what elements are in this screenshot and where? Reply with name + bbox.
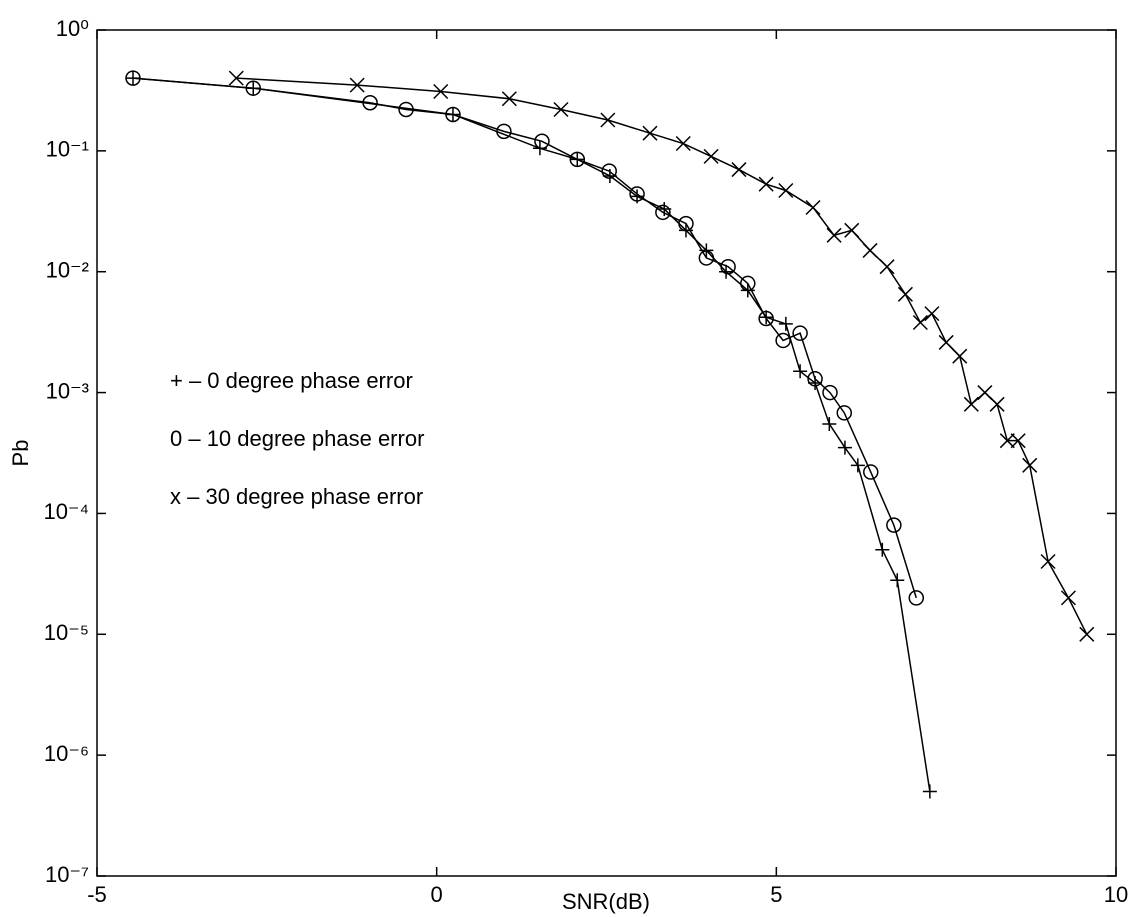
- marker: [445, 106, 461, 123]
- series-line: [132, 77, 931, 792]
- marker: [775, 332, 791, 349]
- legend-entry: 0 – 10 degree phase error: [170, 426, 424, 451]
- y-tick-label: 10⁰: [56, 16, 89, 41]
- marker: [398, 101, 414, 118]
- marker: [999, 433, 1015, 449]
- marker: [501, 91, 517, 107]
- y-tick-label: 10⁻⁵: [44, 620, 89, 645]
- marker: [758, 310, 774, 327]
- legend-entry: x – 30 degree phase error: [170, 484, 423, 509]
- y-tick-label: 10⁻⁷: [45, 862, 89, 887]
- y-tick-label: 10⁻⁴: [43, 499, 89, 524]
- marker: [924, 306, 940, 322]
- legend-entry: + – 0 degree phase error: [170, 368, 413, 393]
- marker: [601, 163, 617, 179]
- marker: [922, 784, 937, 799]
- marker: [826, 227, 842, 243]
- marker: [837, 440, 852, 455]
- marker: [740, 275, 756, 292]
- marker: [1060, 590, 1076, 606]
- marker: [989, 396, 1005, 412]
- marker: [862, 242, 878, 258]
- marker: [879, 259, 895, 275]
- marker: [125, 70, 141, 86]
- plot-frame: [96, 29, 1117, 877]
- marker: [952, 348, 968, 364]
- marker: [698, 250, 715, 266]
- marker: [758, 176, 774, 192]
- marker: [912, 314, 928, 331]
- marker: [534, 133, 550, 150]
- y-axis-label: Pb: [8, 440, 33, 467]
- marker: [822, 384, 838, 401]
- marker: [807, 371, 823, 387]
- marker: [1040, 553, 1056, 570]
- marker: [245, 80, 261, 96]
- marker: [731, 162, 747, 178]
- marker: [844, 222, 860, 238]
- x-axis-label: SNR(dB): [562, 889, 650, 914]
- marker: [720, 258, 736, 275]
- marker: [792, 325, 808, 341]
- marker: [890, 573, 905, 588]
- marker: [1079, 626, 1095, 642]
- x-tick-label: 0: [431, 882, 443, 907]
- marker: [642, 125, 658, 141]
- marker: [349, 77, 365, 93]
- marker: [228, 70, 244, 86]
- marker: [875, 542, 890, 557]
- series-line: [132, 77, 917, 599]
- marker: [1022, 457, 1038, 473]
- marker: [822, 416, 837, 431]
- marker: [793, 364, 808, 379]
- marker: [719, 264, 734, 279]
- marker: [863, 464, 879, 480]
- marker: [908, 590, 925, 606]
- marker: [778, 182, 794, 199]
- y-tick-label: 10⁻⁶: [44, 741, 89, 766]
- marker: [897, 286, 913, 302]
- marker: [433, 83, 449, 100]
- marker: [836, 405, 853, 421]
- marker: [496, 123, 512, 140]
- y-tick-label: 10⁻²: [46, 258, 89, 283]
- marker: [678, 215, 694, 232]
- y-tick-label: 10⁻³: [46, 378, 89, 403]
- marker: [1010, 433, 1026, 449]
- marker: [655, 204, 671, 221]
- marker: [963, 396, 979, 412]
- x-tick-label: 5: [770, 882, 782, 907]
- marker: [362, 95, 378, 111]
- x-tick-label: -5: [87, 882, 107, 907]
- marker: [569, 151, 586, 168]
- marker: [778, 316, 793, 331]
- marker: [703, 148, 719, 164]
- marker: [600, 112, 616, 128]
- marker: [553, 101, 569, 118]
- marker: [938, 334, 954, 350]
- marker: [850, 458, 865, 473]
- x-tick-label: 10: [1104, 882, 1128, 907]
- marker: [805, 199, 821, 216]
- marker: [977, 385, 993, 401]
- y-tick-label: 10⁻¹: [46, 137, 89, 162]
- marker: [886, 517, 902, 533]
- marker: [675, 135, 691, 152]
- marker: [629, 186, 645, 202]
